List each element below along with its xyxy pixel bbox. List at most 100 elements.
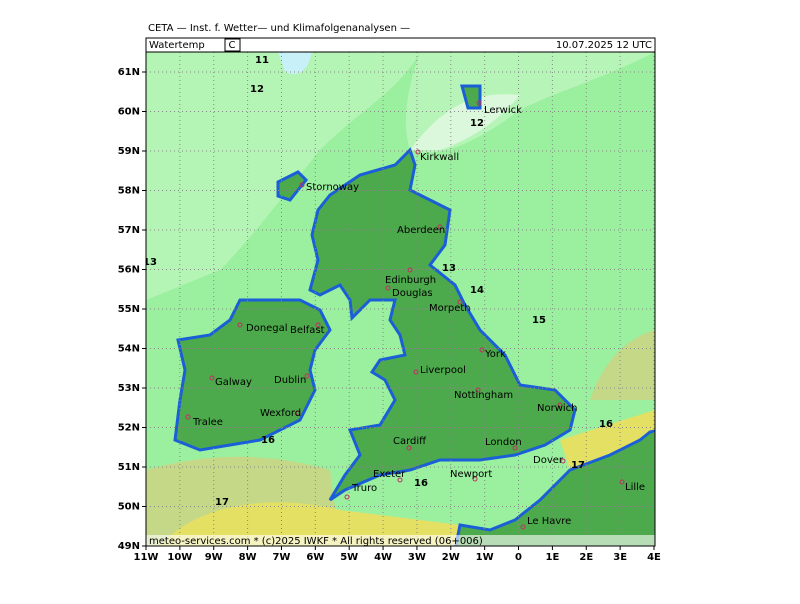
city-marker: [475, 387, 481, 393]
city-label: Belfast: [290, 325, 325, 336]
city-marker: [479, 347, 485, 353]
city-marker: [557, 402, 563, 408]
contour-label: 13: [442, 263, 456, 274]
city-marker: [407, 267, 413, 273]
city-label: Dublin: [274, 375, 306, 386]
city-label: Exeter: [373, 469, 406, 480]
lon-label: 10W: [167, 552, 192, 563]
city-label: Newport: [450, 469, 492, 480]
city-marker: [406, 445, 412, 451]
lat-label: 57N: [118, 225, 140, 236]
city-marker: [209, 375, 215, 381]
lon-label: 1W: [476, 552, 494, 563]
sea-zone: [278, 52, 312, 74]
field-label: Watertemp: [149, 40, 205, 51]
city-marker: [397, 477, 403, 483]
lon-label: 3E: [613, 552, 627, 563]
graticule: [146, 52, 655, 546]
city-label: Nottingham: [454, 390, 513, 401]
contour-label: 17: [215, 497, 229, 508]
unit-label: C: [229, 40, 236, 51]
city-marker: [415, 149, 421, 155]
shetland: [460, 84, 482, 110]
city-label: Lerwick: [484, 105, 522, 116]
city-marker: [619, 479, 625, 485]
lon-label: 8W: [239, 552, 257, 563]
city-label: Douglas: [392, 288, 433, 299]
map-area: Lerwick Kirkwall Stornoway Aberdeen Edinburg…: [143, 52, 655, 547]
sea-zone: [560, 410, 655, 470]
city-marker: [476, 100, 482, 106]
city-label: Tralee: [192, 417, 223, 428]
city-marker: [295, 410, 301, 416]
footer-bg: [146, 535, 655, 546]
cities: Lerwick Kirkwall Stornoway Aberdeen Edinburg…: [185, 100, 645, 530]
contour-label: 17: [571, 460, 585, 471]
city-marker: [560, 458, 566, 464]
lat-label: 54N: [118, 344, 140, 355]
lon-label: 4E: [647, 552, 661, 563]
footer: meteo-services.com * (c)2025 IWKF * All …: [149, 536, 483, 547]
contour-label: 14: [470, 285, 484, 296]
lat-label: 51N: [118, 462, 140, 473]
lat-label: 53N: [118, 383, 140, 394]
map-frame: [145, 51, 656, 547]
lat-label: 61N: [118, 67, 140, 78]
lat-label: 60N: [118, 107, 140, 118]
city-label: Morpeth: [429, 303, 471, 314]
city-label: Donegal: [246, 323, 288, 334]
lat-label: 59N: [118, 146, 140, 157]
contour-label: 13: [143, 257, 157, 268]
contour-label: 16: [414, 478, 428, 489]
unit-box: [224, 38, 241, 52]
contour-label: 12: [250, 84, 264, 95]
lon-label: 6W: [306, 552, 324, 563]
title: CETA — Inst. f. Wetter— und Klimafolgena…: [148, 23, 410, 34]
lon-label: 9W: [205, 552, 223, 563]
sea-zone: [410, 94, 520, 150]
axes: 49N 50N 51N 52N 53N 54N 55N 56N 57N 58N 59N 60N 61N 1…: [118, 67, 661, 563]
great-britain: [308, 147, 577, 502]
city-label: Le Havre: [527, 516, 571, 527]
france: [454, 429, 655, 546]
lat-label: 50N: [118, 502, 140, 513]
city-marker: [185, 414, 191, 420]
lat-label: 58N: [118, 186, 140, 197]
city-marker: [413, 369, 419, 375]
lon-label: 4W: [374, 552, 392, 563]
city-marker: [237, 322, 243, 328]
city-marker: [437, 224, 443, 230]
contour-label: 15: [532, 315, 546, 326]
contour-label: 11: [255, 55, 269, 66]
lat-label: 56N: [118, 265, 140, 276]
city-label: Dover: [533, 455, 564, 466]
city-marker: [299, 182, 305, 188]
city-label: Norwich: [537, 403, 578, 414]
city-marker: [385, 285, 391, 291]
datetime: 10.07.2025 12 UTC: [556, 40, 652, 51]
city-marker: [304, 373, 310, 379]
sea-zone: [590, 330, 655, 400]
city-label: Truro: [351, 483, 377, 494]
lon-label: 2E: [579, 552, 593, 563]
city-marker: [315, 322, 321, 328]
lon-label: 0: [515, 552, 522, 563]
contour-label: 16: [599, 419, 613, 430]
city-label: Galway: [215, 377, 252, 388]
contour-label: 12: [470, 118, 484, 129]
lon-label: 3W: [408, 552, 426, 563]
lon-label: 2W: [442, 552, 460, 563]
lat-label: 52N: [118, 423, 140, 434]
city-label: Kirkwall: [420, 152, 459, 163]
city-label: Wexford: [260, 408, 301, 419]
city-marker: [472, 476, 478, 482]
city-marker: [344, 494, 350, 500]
city-label: Edinburgh: [385, 275, 436, 286]
lon-label: 1E: [546, 552, 560, 563]
city-marker: [457, 299, 463, 305]
city-marker: [520, 524, 526, 530]
city-label: London: [485, 437, 522, 448]
city-label: York: [484, 349, 506, 360]
city-label: Aberdeen: [397, 225, 445, 236]
